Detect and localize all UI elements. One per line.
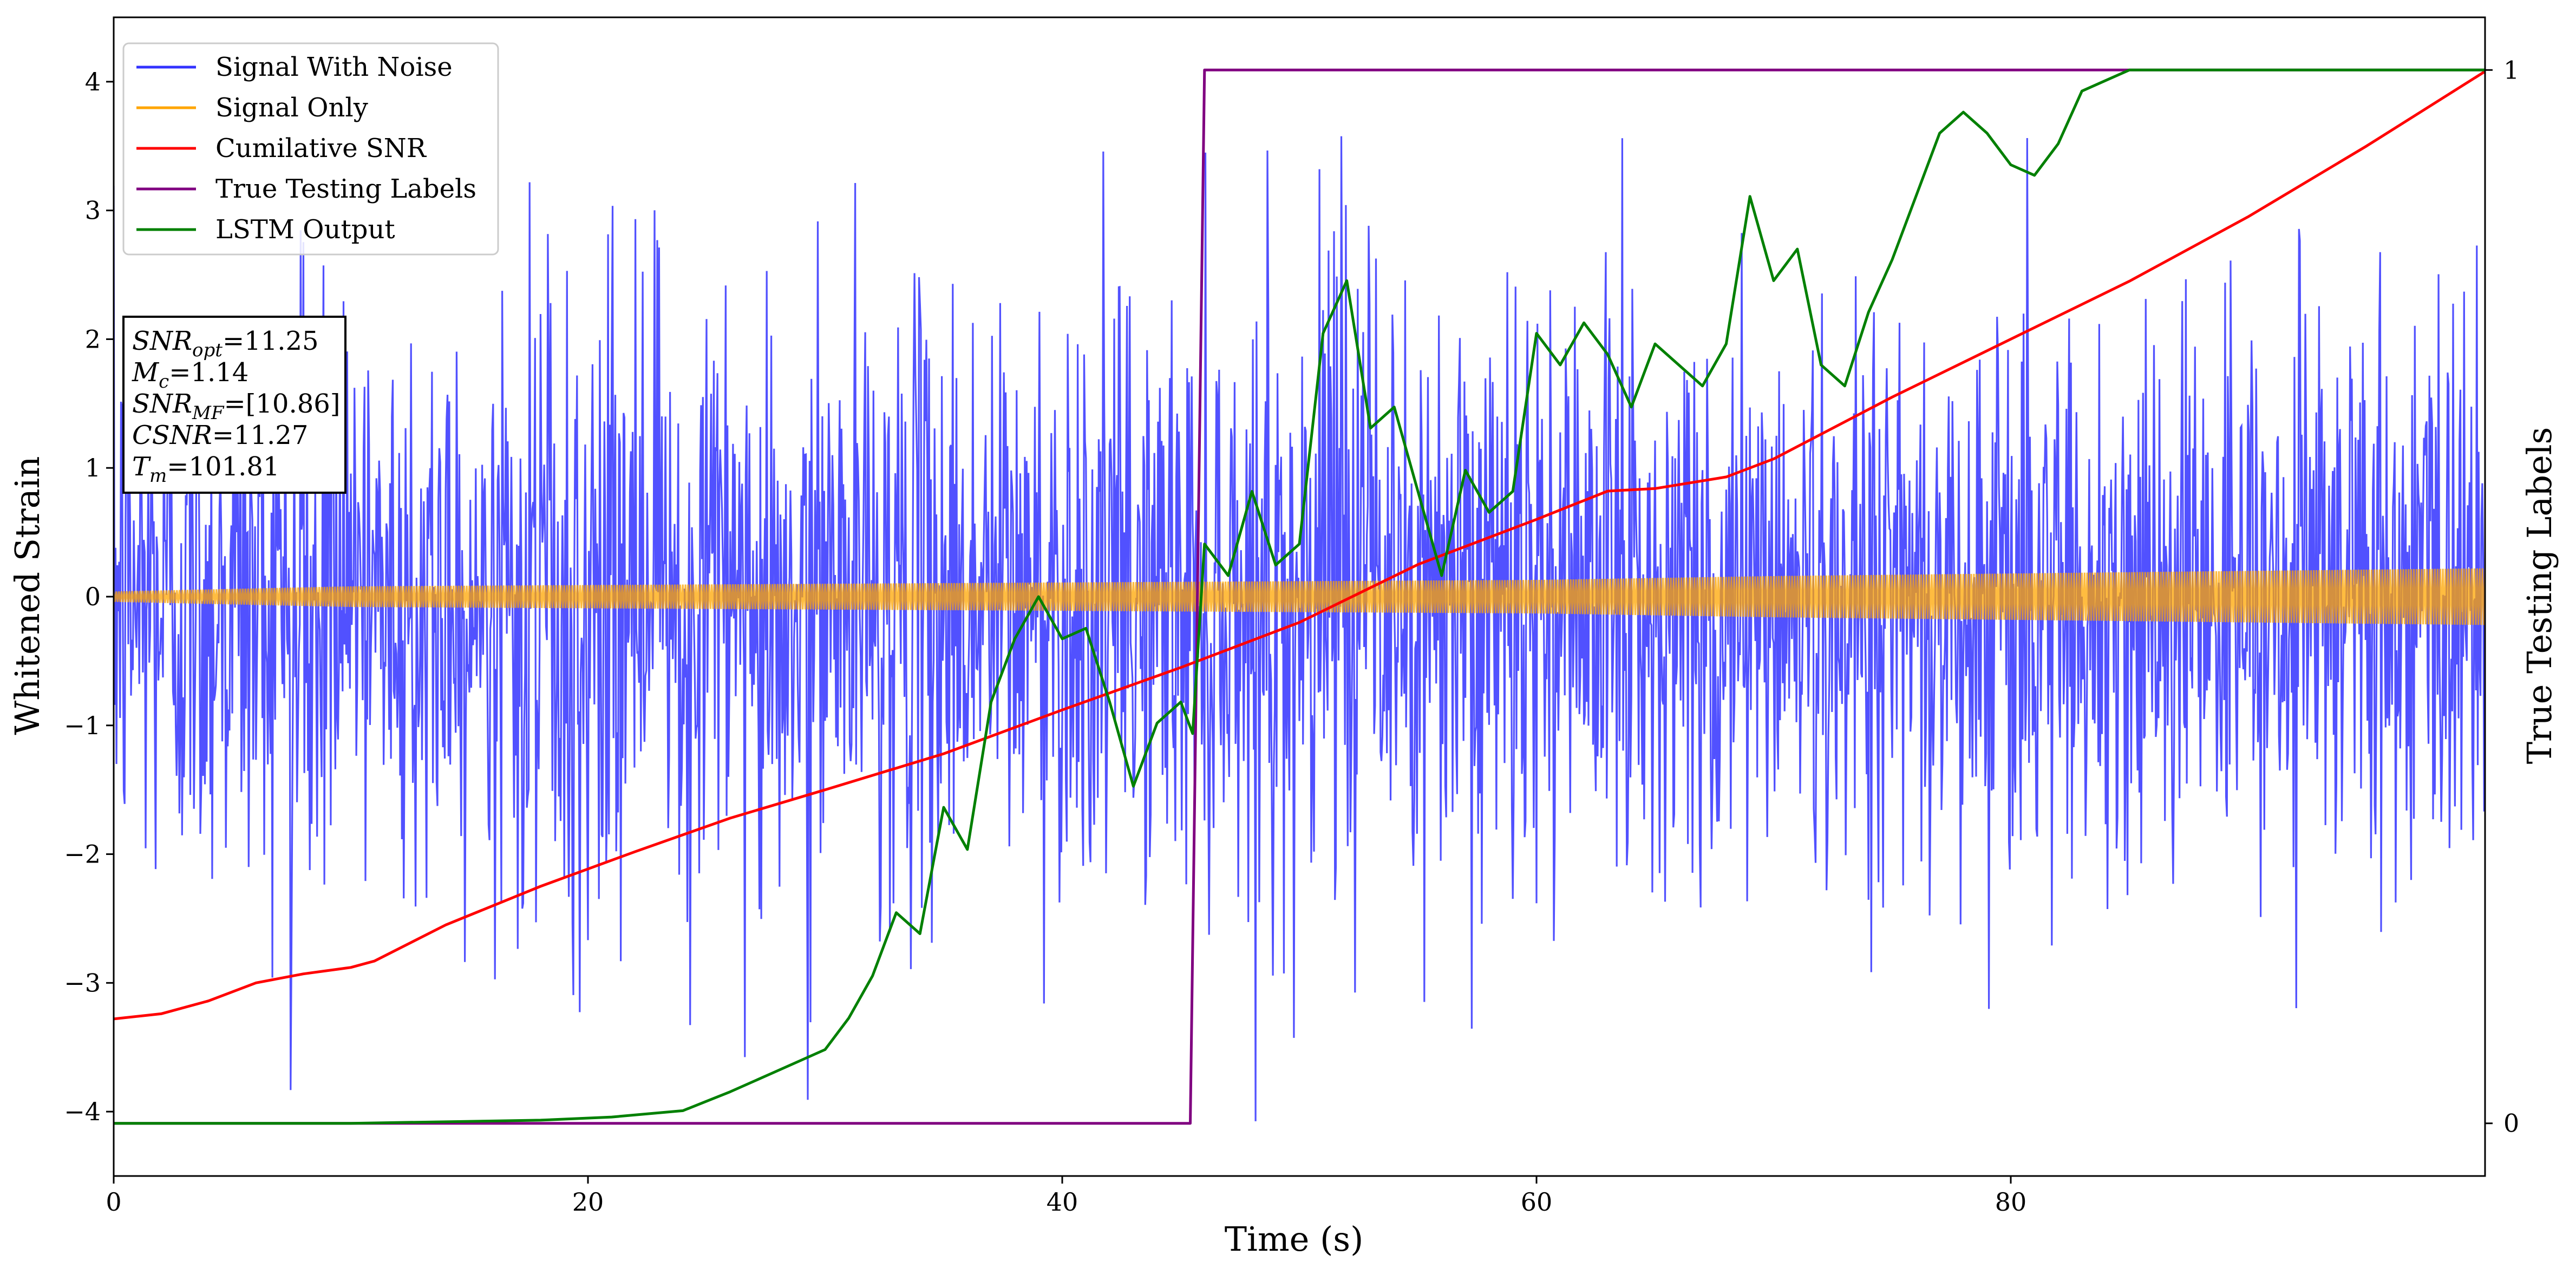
annotation-line: Tm=101.81 (132, 452, 279, 487)
legend-label: True Testing Labels (215, 174, 476, 204)
y-tick-label: 2 (85, 324, 101, 354)
x-axis-title: Time (s) (1225, 1219, 1364, 1259)
legend-label: LSTM Output (215, 214, 395, 245)
annotation-line: SNRMF=[10.86] (132, 389, 341, 424)
series-true-testing-labels (114, 68, 2485, 1125)
y-tick-label: −1 (64, 711, 101, 740)
x-tick-label: 80 (1995, 1187, 2027, 1217)
legend: Signal With Noise Signal Only Cumilative S… (122, 42, 499, 256)
annotation-frame (122, 316, 346, 494)
legend-label: Signal With Noise (215, 52, 453, 82)
x-tick-label: 40 (1047, 1187, 1078, 1217)
y2-axis-title: True Testing Labels (2520, 427, 2559, 765)
series-layer (114, 68, 2485, 1125)
annotation-line: SNRopt=11.25 (132, 326, 319, 361)
x-tick-label: 60 (1521, 1187, 1553, 1217)
legend-label: Cumilative SNR (215, 133, 427, 164)
y2-tick-label: 1 (2503, 55, 2519, 84)
legend-box (122, 42, 499, 256)
y-tick-label: 0 (85, 582, 101, 611)
y-tick-label: 3 (85, 196, 101, 225)
series-signal-only (114, 568, 2485, 625)
x-tick-label: 0 (106, 1187, 121, 1217)
annotation-box: SNRopt=11.25Mc=1.14SNRMF=[10.86]CSNR=11.… (122, 316, 346, 494)
y-tick-label: −3 (64, 968, 101, 997)
y-tick-label: −4 (64, 1097, 101, 1126)
series-cumulative-snr (114, 70, 2485, 1021)
y-tick-label: 4 (85, 67, 101, 96)
y-axis-title: Whitened Strain (8, 456, 47, 735)
series-lstm-output (114, 68, 2485, 1125)
y-tick-label: 1 (85, 453, 101, 482)
legend-label: Signal Only (215, 93, 368, 123)
annotation-line: Mc=1.14 (132, 357, 249, 393)
x-tick-label: 20 (572, 1187, 604, 1217)
annotation-line: CSNR=11.27 (132, 420, 308, 450)
y-tick-label: −2 (64, 840, 101, 869)
y2-tick-label: 0 (2503, 1109, 2519, 1138)
